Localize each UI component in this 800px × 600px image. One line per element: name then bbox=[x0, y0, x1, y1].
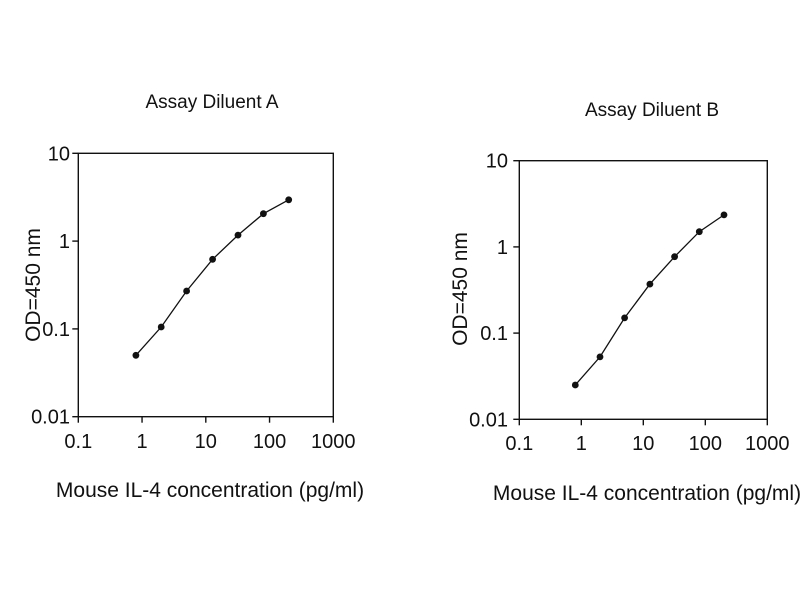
y-tick-label: 0.01 bbox=[469, 409, 508, 431]
x-tick-label: 1000 bbox=[745, 433, 790, 455]
x-tick-label: 10 bbox=[632, 433, 654, 455]
data-point bbox=[234, 231, 242, 239]
data-point bbox=[671, 253, 678, 261]
data-point bbox=[621, 314, 628, 322]
x-tick-label: 1 bbox=[576, 433, 587, 455]
data-point bbox=[596, 353, 604, 361]
series-line bbox=[135, 199, 290, 356]
x-tick-label: 1 bbox=[136, 431, 147, 453]
data-point bbox=[646, 280, 654, 288]
series-line bbox=[574, 214, 725, 386]
data-point bbox=[157, 323, 165, 331]
data-point bbox=[209, 255, 217, 263]
y-tick-label: 0.01 bbox=[31, 407, 70, 429]
data-point bbox=[720, 211, 728, 219]
x-tick-label: 100 bbox=[689, 433, 722, 455]
data-point bbox=[260, 210, 267, 218]
chart-title: Assay Diluent A bbox=[145, 92, 279, 113]
x-tick-label: 0.1 bbox=[64, 431, 92, 453]
data-point bbox=[695, 228, 703, 236]
data-point bbox=[183, 287, 191, 295]
y-tick-label: 0.1 bbox=[480, 323, 508, 345]
x-tick-label: 1000 bbox=[311, 431, 356, 453]
y-tick-label: 1 bbox=[59, 231, 70, 253]
y-tick-label: 0.1 bbox=[42, 319, 70, 341]
y-tick-label: 1 bbox=[497, 237, 508, 259]
chart-assay-diluent-b: Assay Diluent B OD=450 nm 0.1 1 10 100 1000 0… bbox=[440, 0, 800, 600]
data-point bbox=[571, 381, 579, 389]
data-point bbox=[132, 351, 140, 359]
y-tick-label: 10 bbox=[48, 143, 70, 165]
x-axis-label: Mouse IL-4 concentration (pg/ml) bbox=[492, 482, 800, 505]
data-point bbox=[285, 196, 293, 204]
x-tick-label: 10 bbox=[195, 431, 217, 453]
y-tick-label: 10 bbox=[486, 151, 508, 173]
chart-assay-diluent-a: Assay Diluent A OD=450 nm 0.1 1 10 100 1000 0… bbox=[22, 92, 364, 502]
chart-title: Assay Diluent B bbox=[584, 100, 720, 121]
x-tick-label: 100 bbox=[253, 431, 286, 453]
x-axis-label: Mouse IL-4 concentration (pg/ml) bbox=[55, 479, 365, 502]
x-tick-label: 0.1 bbox=[505, 433, 533, 455]
plot-frame bbox=[518, 160, 769, 421]
plot-frame bbox=[77, 152, 335, 418]
